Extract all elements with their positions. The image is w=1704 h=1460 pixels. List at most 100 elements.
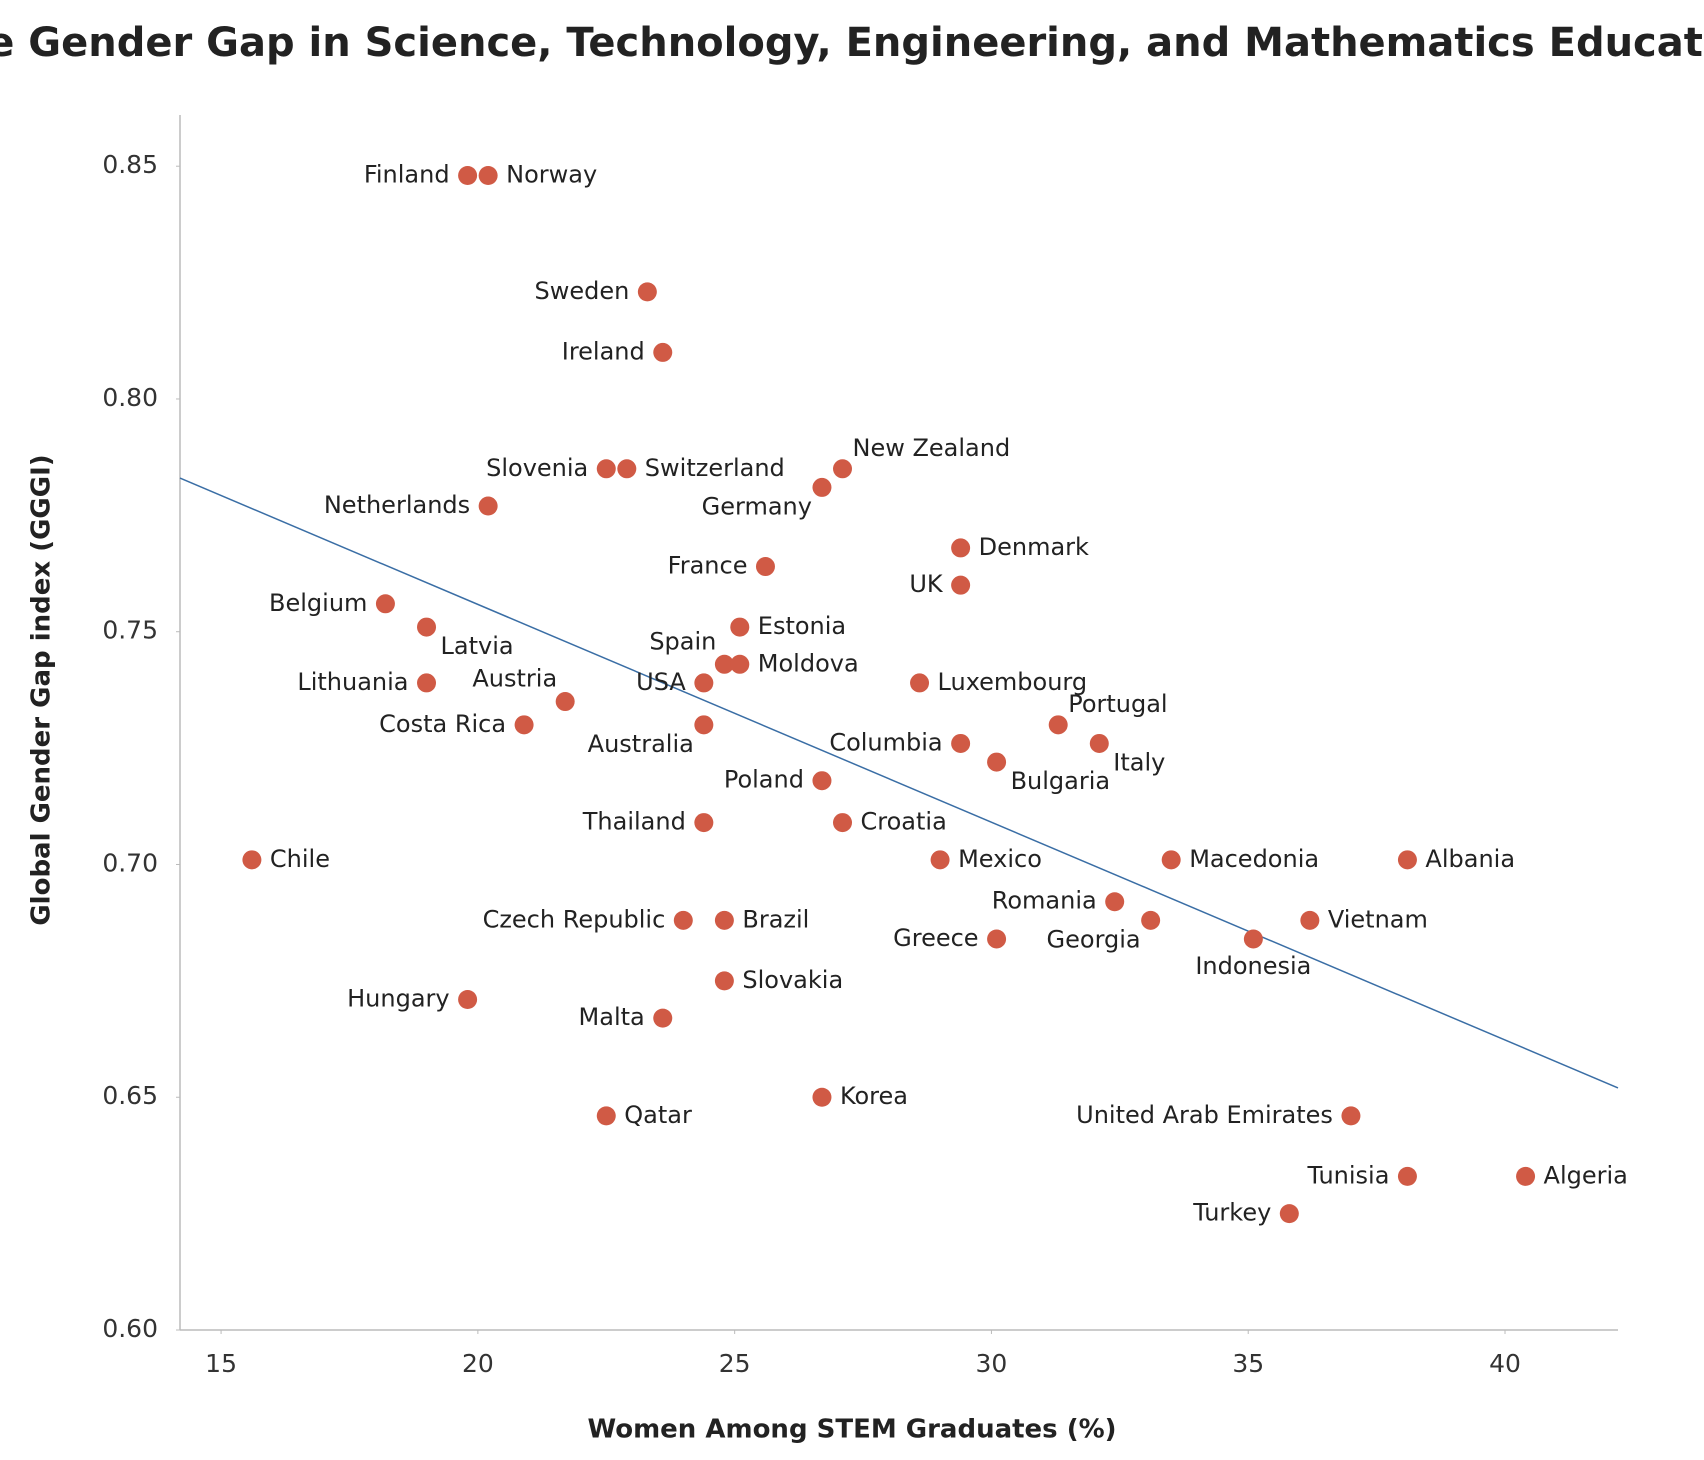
point-label: Bulgaria bbox=[1011, 767, 1111, 795]
point-label: Mexico bbox=[958, 845, 1042, 873]
point bbox=[694, 673, 714, 693]
point bbox=[714, 910, 734, 930]
point-label: Korea bbox=[840, 1082, 908, 1110]
y-tick-label: 0.85 bbox=[102, 150, 158, 179]
point-label: Romania bbox=[992, 887, 1097, 915]
point-label: Slovenia bbox=[486, 454, 588, 482]
point-label: Germany bbox=[702, 492, 812, 520]
point-label: Columbia bbox=[829, 728, 942, 756]
point-label: Chile bbox=[270, 845, 330, 873]
point bbox=[637, 282, 657, 302]
point bbox=[1300, 910, 1320, 930]
point bbox=[653, 1008, 673, 1028]
point bbox=[242, 850, 262, 870]
y-tick-label: 0.65 bbox=[102, 1081, 158, 1110]
point bbox=[596, 1106, 616, 1126]
point-label: Algeria bbox=[1544, 1161, 1628, 1189]
point bbox=[987, 929, 1007, 949]
y-tick-label: 0.80 bbox=[102, 383, 158, 412]
point-label: Thailand bbox=[582, 808, 686, 836]
y-tick-label: 0.60 bbox=[102, 1314, 158, 1343]
point bbox=[910, 673, 930, 693]
point bbox=[714, 654, 734, 674]
point-label: Austria bbox=[472, 665, 557, 693]
point bbox=[1341, 1106, 1361, 1126]
point-label: Belgium bbox=[269, 589, 367, 617]
point bbox=[833, 813, 853, 833]
point-label: Sweden bbox=[535, 277, 630, 305]
point bbox=[478, 166, 498, 186]
chart-title: The Gender Gap in Science, Technology, E… bbox=[0, 20, 1704, 66]
point bbox=[812, 477, 832, 497]
point bbox=[812, 1087, 832, 1107]
point bbox=[653, 342, 673, 362]
point bbox=[1048, 715, 1068, 735]
point bbox=[514, 715, 534, 735]
point bbox=[694, 813, 714, 833]
point-label: Finland bbox=[364, 161, 450, 189]
point-label: Slovakia bbox=[742, 966, 843, 994]
point-label: Albania bbox=[1425, 845, 1515, 873]
point bbox=[1089, 733, 1109, 753]
point bbox=[478, 496, 498, 516]
point-label: Indonesia bbox=[1195, 952, 1311, 980]
point-label: Vietnam bbox=[1328, 905, 1428, 933]
point bbox=[730, 654, 750, 674]
point-label: United Arab Emirates bbox=[1076, 1101, 1333, 1129]
point bbox=[930, 850, 950, 870]
point-label: Poland bbox=[724, 766, 804, 794]
point bbox=[694, 715, 714, 735]
point bbox=[375, 594, 395, 614]
x-tick-label: 30 bbox=[976, 1349, 1008, 1378]
point bbox=[951, 733, 971, 753]
point-label: Denmark bbox=[979, 533, 1089, 561]
point bbox=[1397, 850, 1417, 870]
point bbox=[1161, 850, 1181, 870]
point-label: Croatia bbox=[861, 808, 947, 836]
x-tick-label: 40 bbox=[1489, 1349, 1521, 1378]
point-label: Malta bbox=[579, 1003, 645, 1031]
point-label: Qatar bbox=[624, 1101, 692, 1129]
x-tick-label: 35 bbox=[1232, 1349, 1264, 1378]
y-axis-label: Global Gender Gap index (GGGI) bbox=[27, 454, 57, 925]
point-label: Greece bbox=[893, 924, 978, 952]
point bbox=[1279, 1204, 1299, 1224]
point bbox=[617, 459, 637, 479]
point bbox=[417, 673, 437, 693]
point-label: New Zealand bbox=[853, 434, 1011, 462]
point-label: Ireland bbox=[562, 337, 645, 365]
point-label: Portugal bbox=[1068, 690, 1167, 718]
point bbox=[417, 617, 437, 637]
point-label: Brazil bbox=[742, 905, 809, 933]
point-label: Netherlands bbox=[324, 491, 470, 519]
point-label: Czech Republic bbox=[483, 905, 666, 933]
point bbox=[714, 971, 734, 991]
point-label: France bbox=[668, 552, 748, 580]
point-label: Norway bbox=[506, 161, 597, 189]
point-label: Hungary bbox=[347, 984, 449, 1012]
point-label: Latvia bbox=[441, 632, 514, 660]
point bbox=[596, 459, 616, 479]
point-label: UK bbox=[909, 570, 944, 598]
point-label: Spain bbox=[649, 627, 716, 655]
point bbox=[755, 557, 775, 577]
x-tick-label: 25 bbox=[719, 1349, 751, 1378]
point bbox=[987, 752, 1007, 772]
x-tick-label: 20 bbox=[462, 1349, 494, 1378]
point bbox=[1141, 910, 1161, 930]
point-label: Turkey bbox=[1192, 1199, 1271, 1227]
point-label: Macedonia bbox=[1189, 845, 1319, 873]
point-label: Australia bbox=[588, 730, 694, 758]
point bbox=[458, 989, 478, 1009]
point bbox=[458, 166, 478, 186]
point-label: USA bbox=[636, 668, 686, 696]
point bbox=[1397, 1166, 1417, 1186]
point-label: Luxembourg bbox=[938, 668, 1088, 696]
point bbox=[1243, 929, 1263, 949]
point bbox=[1516, 1166, 1536, 1186]
y-tick-label: 0.75 bbox=[102, 616, 158, 645]
point-label: Tunisia bbox=[1306, 1161, 1389, 1189]
point bbox=[951, 575, 971, 595]
point-label: Lithuania bbox=[297, 668, 408, 696]
